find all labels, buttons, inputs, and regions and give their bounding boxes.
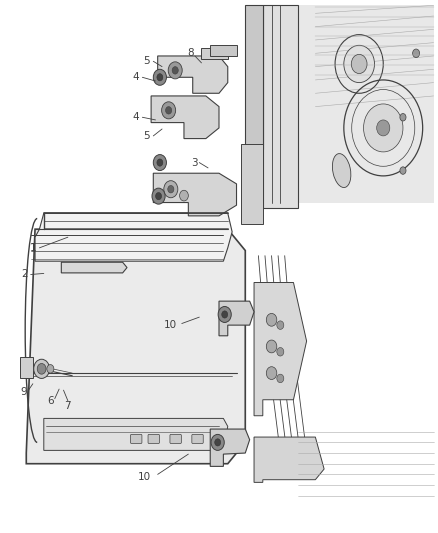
- Circle shape: [168, 185, 174, 193]
- Polygon shape: [210, 45, 237, 56]
- Ellipse shape: [332, 154, 351, 188]
- Circle shape: [277, 321, 284, 329]
- Circle shape: [377, 120, 390, 136]
- Polygon shape: [26, 229, 245, 464]
- Circle shape: [37, 364, 46, 374]
- Circle shape: [172, 67, 178, 74]
- Polygon shape: [263, 5, 298, 208]
- Polygon shape: [35, 213, 232, 261]
- Text: 6: 6: [47, 396, 54, 406]
- Text: 3: 3: [191, 158, 198, 167]
- Text: 1: 1: [29, 243, 36, 253]
- Circle shape: [277, 348, 284, 356]
- Circle shape: [153, 69, 166, 85]
- Polygon shape: [241, 144, 263, 224]
- Circle shape: [222, 311, 228, 318]
- Circle shape: [400, 114, 406, 121]
- Polygon shape: [153, 173, 237, 216]
- Polygon shape: [151, 96, 219, 139]
- Polygon shape: [201, 48, 228, 59]
- Circle shape: [152, 188, 165, 204]
- Circle shape: [34, 359, 49, 378]
- Circle shape: [266, 340, 277, 353]
- Polygon shape: [245, 5, 263, 171]
- Circle shape: [277, 374, 284, 383]
- Circle shape: [157, 74, 163, 81]
- Polygon shape: [44, 418, 228, 450]
- Circle shape: [166, 107, 172, 114]
- Text: 5: 5: [143, 56, 150, 66]
- Text: 7: 7: [64, 401, 71, 411]
- Circle shape: [164, 181, 178, 198]
- Circle shape: [266, 313, 277, 326]
- Text: 5: 5: [143, 131, 150, 141]
- Circle shape: [162, 102, 176, 119]
- Circle shape: [218, 306, 231, 322]
- Polygon shape: [280, 5, 434, 203]
- Circle shape: [180, 190, 188, 201]
- Text: 4: 4: [132, 72, 139, 82]
- Text: 8: 8: [187, 49, 194, 58]
- Circle shape: [168, 62, 182, 79]
- Polygon shape: [254, 282, 307, 416]
- Circle shape: [364, 104, 403, 152]
- Text: 10: 10: [138, 472, 151, 482]
- Text: 10: 10: [164, 320, 177, 330]
- FancyBboxPatch shape: [131, 434, 142, 443]
- Polygon shape: [254, 437, 324, 482]
- FancyBboxPatch shape: [148, 434, 159, 443]
- Polygon shape: [219, 301, 254, 336]
- Circle shape: [153, 155, 166, 171]
- Text: 2: 2: [21, 270, 28, 279]
- Circle shape: [400, 167, 406, 174]
- Circle shape: [211, 434, 224, 450]
- FancyBboxPatch shape: [192, 434, 203, 443]
- Polygon shape: [61, 262, 127, 273]
- Text: 4: 4: [132, 112, 139, 122]
- Circle shape: [266, 367, 277, 379]
- Circle shape: [215, 439, 221, 446]
- Circle shape: [344, 45, 374, 83]
- Circle shape: [157, 159, 163, 166]
- Circle shape: [413, 49, 420, 58]
- Polygon shape: [210, 429, 250, 466]
- Text: 9: 9: [21, 387, 28, 397]
- Circle shape: [155, 192, 162, 200]
- Circle shape: [351, 54, 367, 74]
- Polygon shape: [158, 56, 228, 93]
- FancyBboxPatch shape: [170, 434, 181, 443]
- Circle shape: [47, 365, 54, 373]
- Polygon shape: [20, 357, 33, 378]
